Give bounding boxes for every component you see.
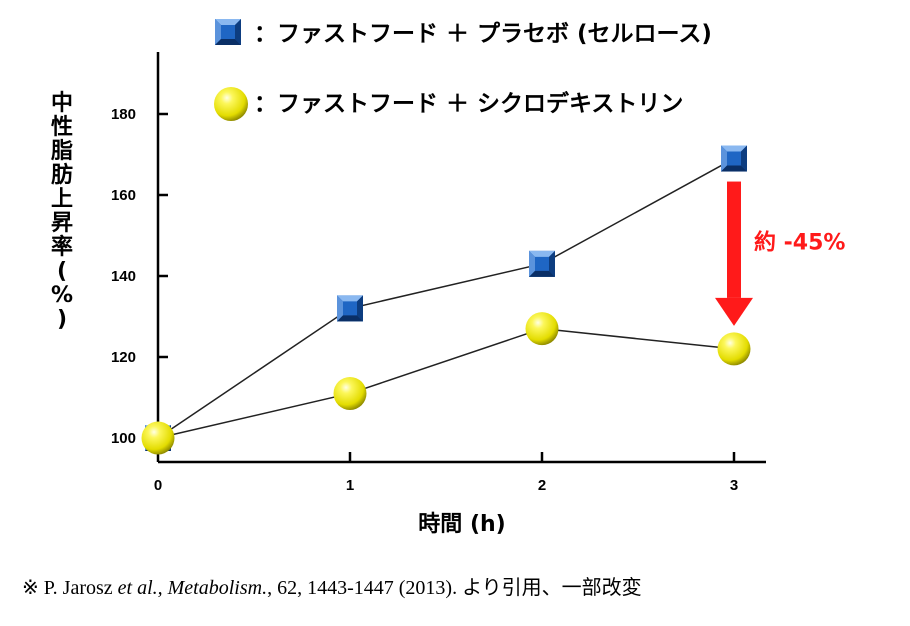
y-tick-label: 140 (111, 268, 136, 285)
reduction-annotation: 約 -45% (715, 181, 845, 326)
y-tick-label: 120 (111, 349, 136, 366)
cyclodextrin-point (333, 376, 367, 410)
cyclodextrin-point (141, 421, 175, 455)
citation: ※ P. Jarosz et al., Metabolism., 62, 144… (22, 571, 642, 600)
y-axis-ticks: 100 120 140 160 180 (111, 106, 168, 447)
citation-detail: , 62, 1443-1447 (2013). より引用、一部改変 (267, 577, 642, 599)
legend-marker-cyclodextrin (214, 87, 248, 121)
reduction-arrow-head (715, 297, 753, 326)
reduction-arrow-shaft (727, 181, 741, 298)
legend-label-cyclodextrin: ：ファストフード ＋ シクロデキストリン (254, 90, 683, 117)
legend-marker-placebo (215, 19, 241, 45)
citation-mark: ※ P. Jarosz (22, 577, 118, 599)
y-tick-label: 100 (111, 430, 136, 447)
legend-label-placebo: ：ファストフード ＋ プラセボ (セルロース) (254, 21, 712, 47)
x-axis-title: 時間 (h) (418, 512, 505, 537)
cyclodextrin-point (717, 332, 751, 366)
y-tick-label: 180 (111, 106, 136, 123)
x-tick-label: 2 (538, 477, 546, 494)
placebo-point (529, 250, 555, 277)
x-axis-ticks: 0 1 2 3 (154, 452, 738, 494)
y-tick-label: 160 (111, 187, 136, 204)
placebo-point (721, 145, 747, 172)
reduction-label: 約 -45% (754, 230, 845, 256)
series-layer (141, 145, 751, 455)
series-line-0 (157, 157, 735, 439)
y-axis-title: 中性脂肪上昇率(%) (51, 91, 73, 332)
placebo-point (337, 295, 363, 322)
series-line-1 (157, 327, 735, 439)
legend: ：ファストフード ＋ プラセボ (セルロース) ：ファストフード ＋ シクロデキ… (214, 19, 712, 121)
x-tick-label: 1 (346, 477, 354, 494)
x-tick-label: 0 (154, 477, 162, 494)
citation-journal: et al., Metabolism. (117, 577, 268, 599)
x-tick-label: 3 (730, 477, 738, 494)
cyclodextrin-point (525, 312, 559, 346)
chart: ：ファストフード ＋ プラセボ (セルロース) ：ファストフード ＋ シクロデキ… (51, 19, 845, 537)
